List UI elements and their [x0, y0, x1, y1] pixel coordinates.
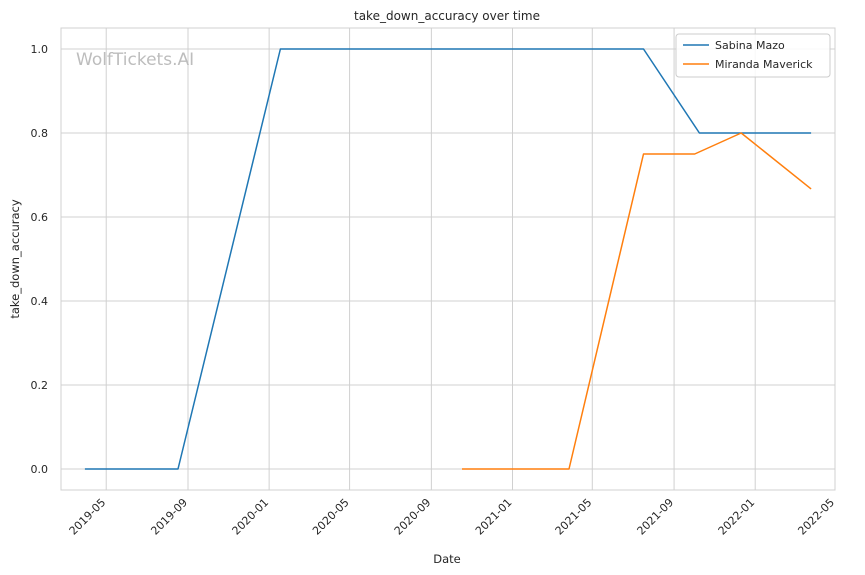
legend-label-sabina-mazo: Sabina Mazo	[715, 39, 785, 52]
series-line-sabina-mazo	[84, 48, 812, 470]
legend: Sabina Mazo Miranda Maverick	[675, 33, 831, 78]
x-axis-label: Date	[433, 552, 461, 566]
series-line-miranda-maverick	[462, 132, 812, 470]
y-tick-label: 0.0	[31, 463, 49, 476]
series-lines	[84, 48, 812, 470]
watermark-text: WolfTickets.AI	[76, 50, 194, 70]
y-tick-labels: 0.0 0.2 0.4 0.6 0.8 1.0	[31, 43, 49, 476]
y-tick-label: 0.8	[31, 127, 49, 140]
y-tick-label: 0.4	[31, 295, 49, 308]
y-tick-label: 1.0	[31, 43, 49, 56]
y-axis-label: take_down_accuracy	[8, 199, 22, 318]
y-tick-label: 0.2	[31, 379, 49, 392]
legend-box	[675, 33, 831, 78]
chart-title: take_down_accuracy over time	[354, 9, 540, 23]
y-tick-label: 0.6	[31, 211, 49, 224]
plot-area	[60, 27, 836, 491]
grid	[61, 28, 836, 490]
legend-label-miranda-maverick: Miranda Maverick	[715, 58, 813, 71]
